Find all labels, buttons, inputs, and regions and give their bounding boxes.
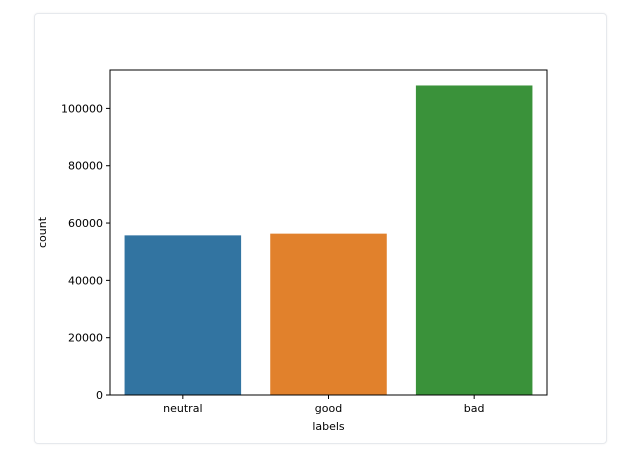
y-tick-label: 100000 xyxy=(61,102,103,115)
y-tick-label: 20000 xyxy=(68,332,103,345)
x-axis: neutral good bad xyxy=(163,395,485,415)
x-tick-label-bad: bad xyxy=(464,402,485,415)
bar-bad xyxy=(415,85,533,395)
y-tick-label: 60000 xyxy=(68,217,103,230)
bar-neutral xyxy=(124,235,242,395)
bars-layer xyxy=(124,85,533,395)
x-tick-label-neutral: neutral xyxy=(163,402,202,415)
y-tick-label: 80000 xyxy=(68,160,103,173)
y-tick-label: 40000 xyxy=(68,274,103,287)
y-tick-label: 0 xyxy=(96,389,103,402)
y-axis: 0 20000 40000 60000 80000 100000 xyxy=(61,102,110,402)
x-axis-label: labels xyxy=(312,420,345,433)
x-tick-label-good: good xyxy=(315,402,342,415)
bar-good xyxy=(270,233,387,395)
y-axis-label: count xyxy=(36,216,49,248)
